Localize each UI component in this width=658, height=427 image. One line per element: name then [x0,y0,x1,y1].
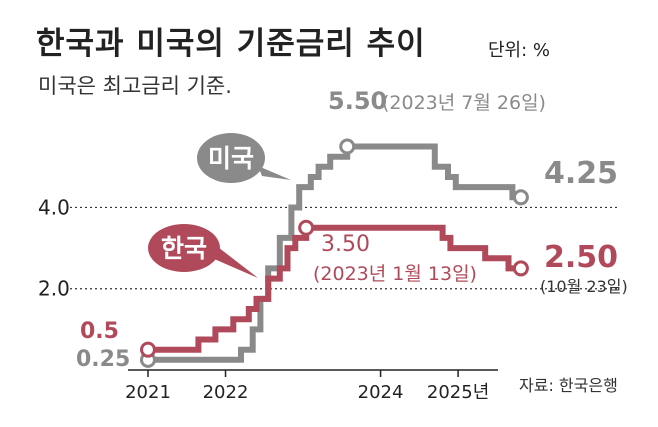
grid-layer: 2.0 4.0 [38,195,618,301]
series-line-korea [148,224,521,353]
value-label: 3.50 [321,232,370,257]
date-note-label: (10월 23일) [540,277,628,296]
date-note-label: (2023년 7월 26일) [382,92,546,114]
value-label: 5.50 [328,87,387,115]
unit-label: 단위: % [488,40,551,61]
bubble-tail [212,244,258,278]
value-label: 0.25 [76,347,130,372]
chart-subtitle: 미국은 최고금리 기준. [38,74,232,98]
tick-layer: 2021 2022 2024 2025년 [125,369,498,403]
value-label: 4.25 [544,156,618,191]
x-tick-label: 2024 [358,382,404,403]
marker-point [140,341,156,358]
bubble-label: 미국 [208,144,254,173]
bubble-label: 한국 [161,234,207,263]
value-label: 2.50 [544,240,618,275]
x-tick-label: 2022 [203,382,249,403]
series-line-us [148,143,521,363]
date-note-label: (2023년 1월 13일) [313,263,477,285]
y-tick-label: 2.0 [38,277,70,301]
marker-layer: 0.25 0.5 5.50(2023년 7월 26일) 3.50 (2023년 1월 1… [76,87,628,372]
y-tick-label: 4.0 [38,195,70,219]
x-tick-label: 2025년 [427,382,489,403]
x-tick-label: 2021 [125,382,171,403]
bubble-us [197,133,265,183]
bubble-korea [148,224,220,272]
source-label: 자료: 한국은행 [519,376,618,395]
marker-point [298,219,315,236]
marker-point [339,138,356,155]
marker-point [512,260,529,277]
chart-title: 한국과 미국의 기준금리 추이 [36,26,426,62]
bubble-tail [258,166,291,180]
value-label: 0.5 [80,319,119,344]
series-layer [148,143,521,363]
marker-point [512,189,529,206]
